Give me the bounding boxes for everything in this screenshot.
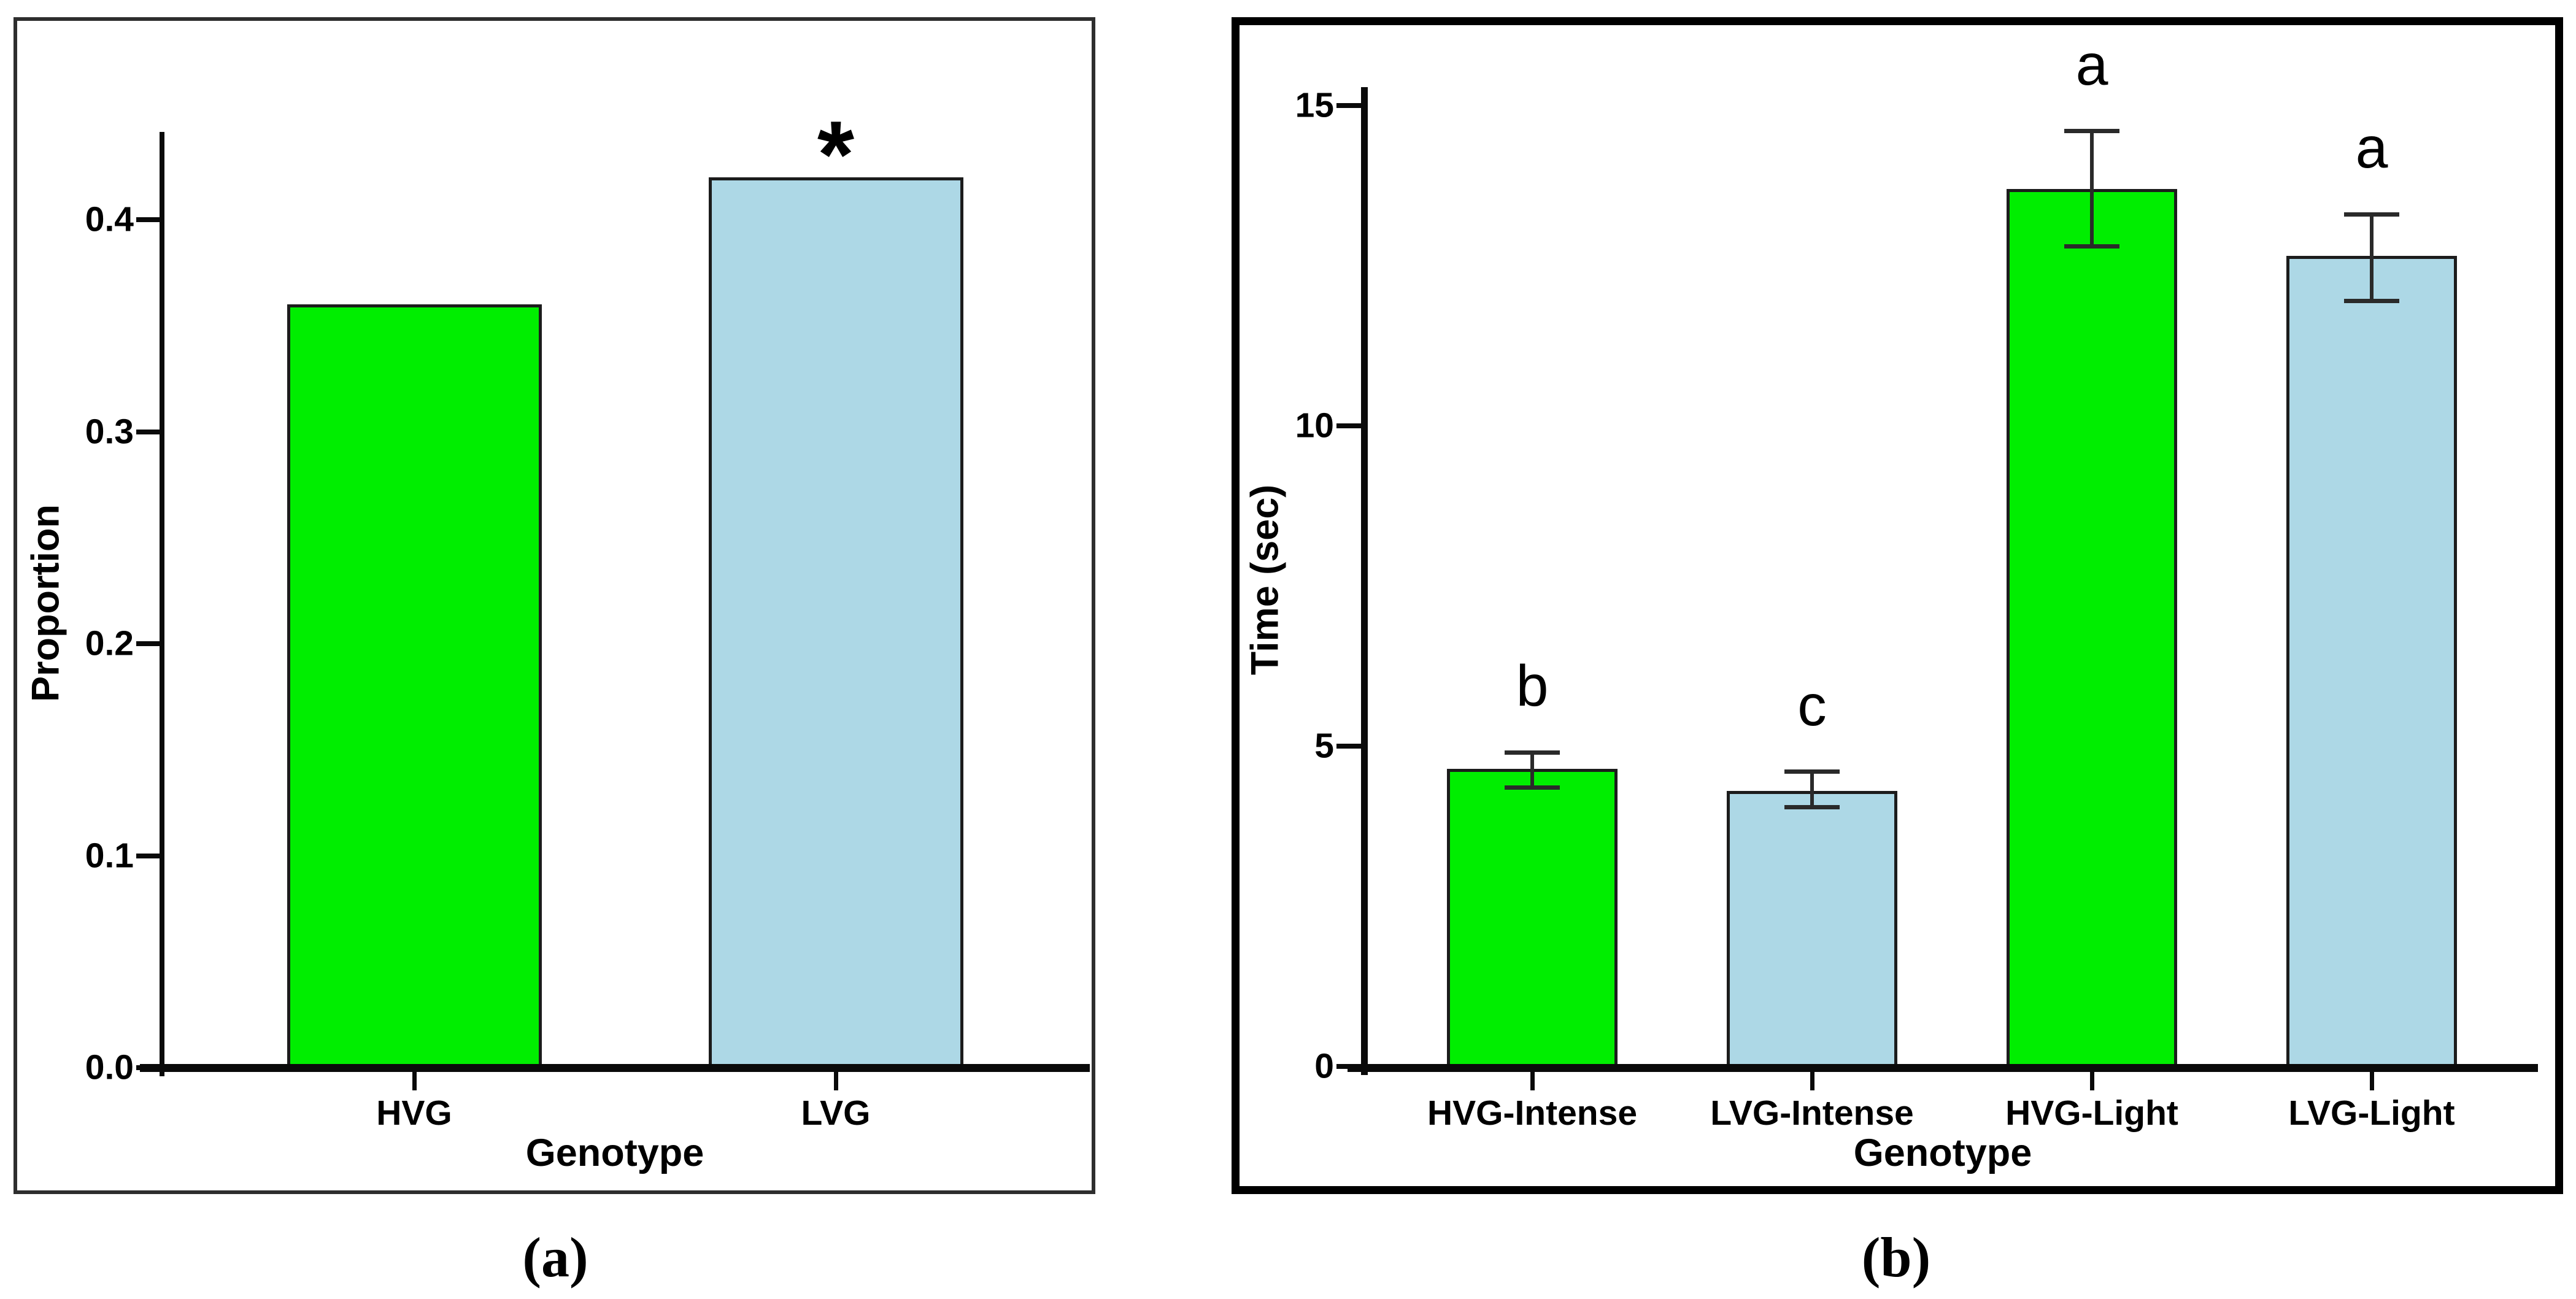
error-bar-cap-bottom	[2064, 244, 2119, 249]
significance-asterisk: *	[817, 101, 855, 207]
x-axis-title-genotype-a: Genotype	[525, 1131, 704, 1174]
y-tick-label: 5	[1314, 726, 1334, 766]
error-bar-line	[1530, 752, 1534, 787]
y-tick-label: 0.1	[85, 836, 134, 876]
y-tick	[1336, 103, 1361, 108]
error-bar-cap-bottom	[1505, 785, 1560, 790]
y-tick	[136, 1065, 160, 1070]
x-tick	[834, 1072, 838, 1090]
error-bar-cap-top	[2344, 212, 2399, 217]
y-tick-label: 0.0	[85, 1047, 134, 1087]
y-tick	[1336, 1064, 1361, 1069]
x-tick-label-lvg-light: LVG-Light	[2288, 1093, 2455, 1133]
x-tick	[1530, 1072, 1535, 1090]
x-tick	[2090, 1072, 2094, 1090]
bar-hvg-light	[2007, 189, 2177, 1069]
y-axis-line	[160, 132, 164, 1076]
x-tick	[2370, 1072, 2374, 1090]
y-tick-label: 0.3	[85, 412, 134, 452]
y-tick-label: 0.2	[85, 623, 134, 663]
significance-letter-a: a	[2075, 33, 2108, 98]
bar-lvg-light	[2286, 256, 2457, 1069]
error-bar-cap-bottom	[1784, 805, 1840, 809]
bar-lvg	[709, 177, 963, 1070]
y-axis-title-proportion: Proportion	[24, 504, 67, 702]
y-tick	[136, 430, 160, 434]
x-tick-label-lvg-intense: LVG-Intense	[1710, 1093, 1914, 1133]
x-tick-label-hvg-intense: HVG-Intense	[1427, 1093, 1638, 1133]
y-axis-line	[1361, 87, 1368, 1075]
y-tick	[136, 217, 160, 222]
y-tick	[1336, 744, 1361, 749]
x-axis-title-genotype-b: Genotype	[1853, 1131, 2032, 1174]
y-tick	[1336, 423, 1361, 428]
y-tick-label: 0.4	[85, 199, 134, 239]
y-tick	[136, 854, 160, 858]
significance-letter-a: a	[2355, 115, 2388, 180]
error-bar-cap-top	[2064, 129, 2119, 133]
significance-letter-c: c	[1797, 673, 1827, 738]
error-bar-cap-top	[1784, 769, 1840, 774]
x-tick-label-hvg-light: HVG-Light	[2005, 1093, 2178, 1133]
y-tick-label: 0	[1314, 1046, 1334, 1086]
x-tick-label-hvg: HVG	[376, 1093, 452, 1133]
error-bar-line	[2370, 214, 2374, 301]
significance-letter-b: b	[1516, 653, 1549, 719]
caption-panel-b: (b)	[1861, 1226, 1931, 1289]
bar-hvg	[287, 304, 542, 1070]
error-bar-line	[2090, 131, 2094, 247]
y-tick	[136, 641, 160, 646]
x-tick	[412, 1072, 417, 1090]
x-axis-line	[1348, 1064, 2538, 1072]
y-tick-label: 10	[1295, 406, 1334, 445]
caption-panel-a: (a)	[522, 1226, 588, 1289]
x-tick	[1810, 1072, 1814, 1090]
error-bar-line	[1810, 772, 1814, 807]
bar-lvg-intense	[1727, 791, 1897, 1069]
x-axis-line	[140, 1064, 1090, 1072]
error-bar-cap-top	[1505, 750, 1560, 755]
bar-hvg-intense	[1447, 769, 1618, 1069]
y-axis-title-time-sec: Time (sec)	[1243, 484, 1287, 676]
x-tick-label-lvg: LVG	[801, 1093, 871, 1133]
y-tick-label: 15	[1295, 85, 1334, 125]
error-bar-cap-bottom	[2344, 299, 2399, 303]
